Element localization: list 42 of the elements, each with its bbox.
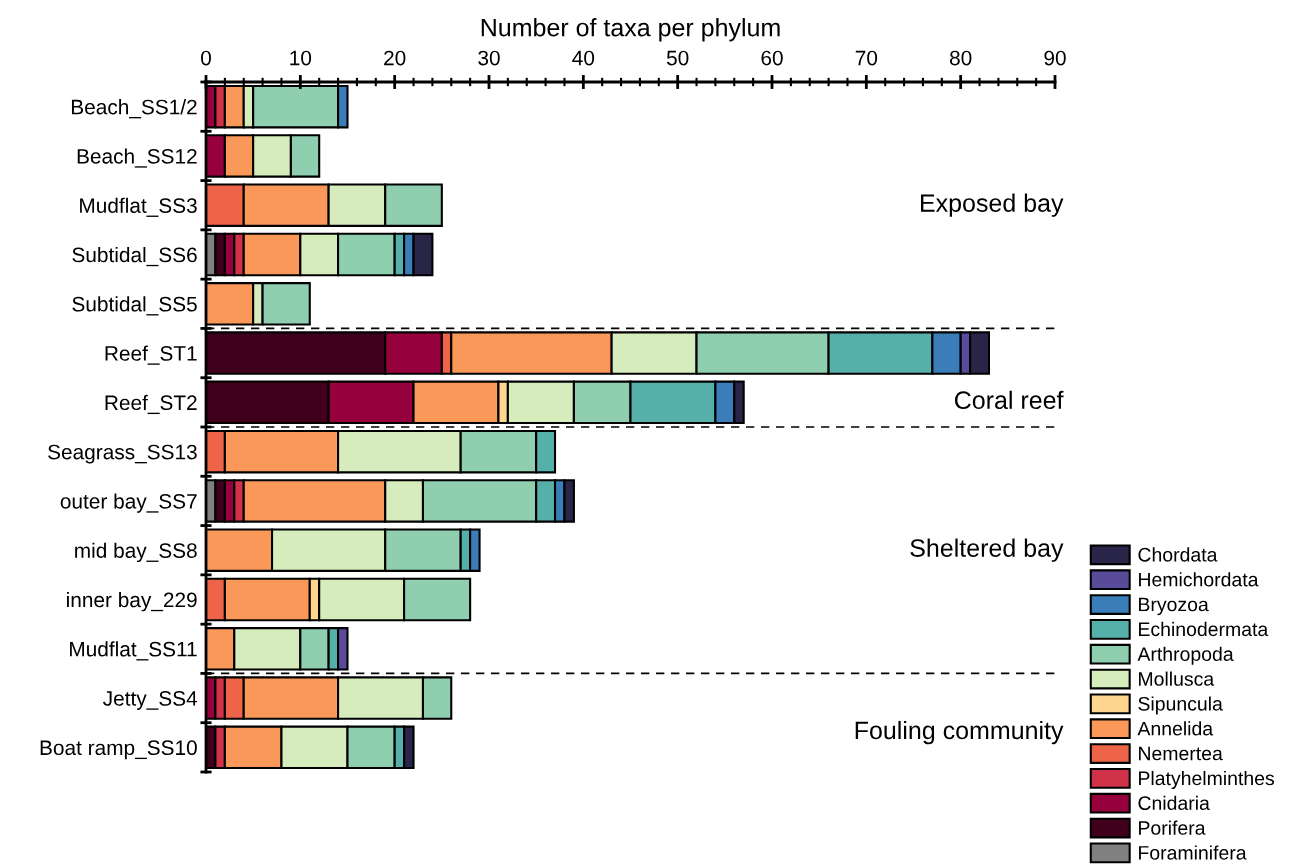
y-tick-label: Beach_SS1/2 bbox=[71, 99, 197, 119]
legend-label: Cnidaria bbox=[1138, 795, 1210, 811]
y-tick-label: Subtidal_SS6 bbox=[72, 246, 197, 267]
y-tick-label: mid bay_SS8 bbox=[75, 542, 197, 563]
x-tick-label: 20 bbox=[384, 50, 406, 66]
y-tick-label: Mudflat_SS11 bbox=[70, 641, 197, 661]
y-tick-label: outer bay_SS7 bbox=[60, 493, 197, 513]
x-axis-title: Number of taxa per phylum bbox=[481, 18, 780, 42]
x-tick-label: 50 bbox=[666, 50, 689, 66]
y-tick-label: Mudflat_SS3 bbox=[80, 197, 197, 217]
y-tick-label: Beach_SS12 bbox=[77, 148, 197, 168]
legend-label: Foraminifera bbox=[1139, 845, 1247, 860]
annotation: Coral reef bbox=[955, 390, 1064, 410]
legend-label: Sipuncula bbox=[1138, 696, 1223, 715]
legend-label: Bryozoa bbox=[1139, 597, 1209, 616]
legend-label: Porifera bbox=[1139, 820, 1206, 835]
x-tick-label: 10 bbox=[290, 50, 312, 66]
x-tick-label: 0 bbox=[201, 50, 211, 66]
legend-label: Mollusca bbox=[1139, 671, 1215, 686]
x-tick-label: 40 bbox=[572, 50, 595, 66]
annotation: Exposed bay bbox=[921, 193, 1064, 217]
x-tick-label: 30 bbox=[478, 50, 500, 66]
legend-label: Platyhelminthes bbox=[1139, 770, 1274, 790]
y-tick-label: Reef_ST1 bbox=[105, 345, 197, 365]
legend-label: Nemertea bbox=[1139, 746, 1223, 761]
y-tick-label: Seagrass_SS13 bbox=[48, 444, 197, 464]
x-tick-label: 70 bbox=[855, 50, 878, 66]
legend-label: Annelida bbox=[1137, 721, 1214, 736]
y-tick-label: Boat ramp_SS10 bbox=[40, 740, 197, 760]
x-tick-label: 90 bbox=[1044, 50, 1066, 66]
y-tick-label: Subtidal_SS5 bbox=[72, 296, 197, 316]
y-tick-label: inner bay_229 bbox=[67, 591, 197, 612]
x-tick-label: 60 bbox=[761, 50, 783, 66]
legend-label: Echinodermata bbox=[1139, 621, 1269, 637]
y-tick-label: Jetty_SS4 bbox=[103, 691, 198, 710]
legend-label: Hemichordata bbox=[1139, 572, 1259, 587]
legend-label: Chordata bbox=[1138, 547, 1218, 562]
annotation: Fouling community bbox=[855, 720, 1064, 745]
y-tick-label: Reef_ST2 bbox=[105, 394, 197, 415]
annotation: Sheltered bay bbox=[910, 538, 1064, 562]
legend-label: Arthropoda bbox=[1137, 646, 1234, 665]
x-tick-label: 80 bbox=[949, 50, 972, 66]
